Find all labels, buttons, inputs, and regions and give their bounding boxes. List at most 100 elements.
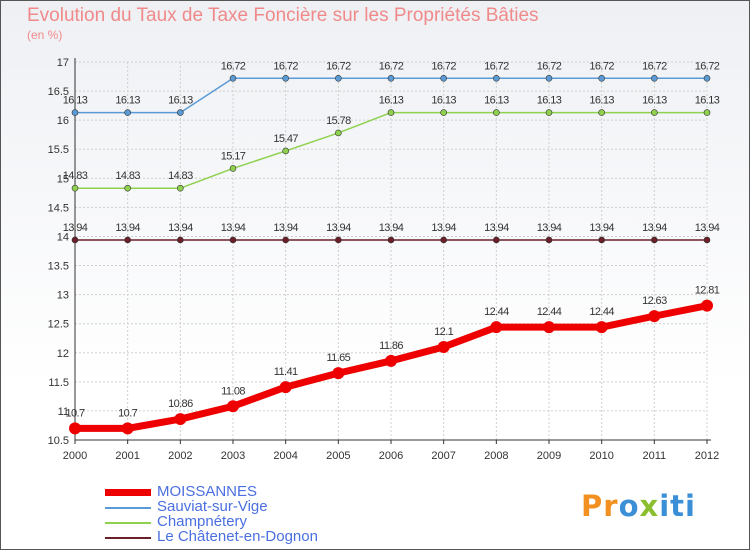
legend-swatch <box>105 522 151 524</box>
data-point <box>490 321 503 334</box>
data-point <box>121 422 134 435</box>
data-label: 16.13 <box>63 95 88 107</box>
data-label: 10.86 <box>168 398 193 410</box>
data-point <box>440 74 447 82</box>
data-label: 16.72 <box>273 60 298 72</box>
data-point <box>598 109 605 116</box>
x-tick-label: 2001 <box>115 450 139 462</box>
y-tick-label: 11 <box>58 406 69 418</box>
data-label: 16.72 <box>695 60 720 72</box>
data-label: 12.44 <box>589 306 614 318</box>
y-tick-label: 13.5 <box>48 261 69 273</box>
y-tick-label: 11.5 <box>48 377 69 389</box>
data-point <box>703 109 711 116</box>
data-point <box>335 236 342 244</box>
data-label: 14.83 <box>63 170 88 182</box>
data-label: 16.13 <box>589 95 614 107</box>
legend-label: MOISSANNES <box>157 483 258 500</box>
data-point <box>387 236 395 244</box>
data-label: 12.44 <box>484 306 509 318</box>
data-label: 16.13 <box>484 95 509 107</box>
data-point <box>543 321 555 334</box>
data-label: 16.72 <box>326 60 351 72</box>
data-label: 16.13 <box>379 95 404 107</box>
x-tick-label: 2008 <box>484 450 508 462</box>
data-label: 16.13 <box>168 95 193 107</box>
data-point <box>545 74 553 82</box>
y-tick-label: 10.5 <box>48 435 69 447</box>
data-point <box>282 236 289 244</box>
data-point <box>177 184 184 192</box>
x-tick-label: 2003 <box>221 450 245 462</box>
x-tick-label: 2006 <box>379 450 403 462</box>
data-label: 12.81 <box>695 285 720 297</box>
y-tick-label: 16.5 <box>48 86 69 98</box>
x-tick-label: 2005 <box>326 450 350 462</box>
data-point <box>124 184 131 192</box>
data-point <box>545 236 553 244</box>
data-point <box>703 236 711 244</box>
data-label: 15.17 <box>221 150 246 162</box>
data-point <box>174 413 187 426</box>
y-tick-label: 14 <box>57 231 69 243</box>
data-point <box>598 74 605 82</box>
data-point <box>229 165 237 172</box>
legend-label: Champnétery <box>157 513 248 530</box>
data-point <box>595 321 608 334</box>
x-tick-label: 2000 <box>63 450 87 462</box>
data-label: 16.13 <box>695 95 720 107</box>
data-point <box>282 147 289 155</box>
data-point <box>71 236 79 244</box>
data-label: 13.94 <box>379 222 404 234</box>
y-tick-label: 15.5 <box>48 144 69 156</box>
proxiti-logo: Proxiti <box>581 489 696 523</box>
x-tick-label: 2004 <box>273 450 297 462</box>
data-point <box>385 354 397 367</box>
data-point <box>335 74 342 82</box>
data-label: 13.94 <box>537 222 562 234</box>
y-tick-label: 17 <box>57 57 69 69</box>
data-point <box>177 109 184 116</box>
data-label: 16.72 <box>431 60 456 72</box>
data-label: 12.63 <box>642 295 667 307</box>
data-label: 14.83 <box>115 170 140 182</box>
legend-swatch <box>105 537 151 539</box>
data-label: 16.13 <box>537 95 562 107</box>
x-tick-label: 2009 <box>537 450 561 462</box>
data-point <box>651 74 658 82</box>
x-tick-label: 2011 <box>643 450 667 462</box>
data-point <box>229 74 237 82</box>
data-point <box>493 109 500 116</box>
data-label: 16.72 <box>484 60 509 72</box>
data-point <box>493 236 500 244</box>
data-point <box>545 109 553 116</box>
chart-title: Evolution du Taux de Taxe Foncière sur l… <box>27 5 539 26</box>
data-point <box>229 236 237 244</box>
data-label: 15.47 <box>273 133 298 145</box>
data-label: 16.72 <box>221 60 246 72</box>
data-point <box>282 74 289 82</box>
data-label: 13.94 <box>115 222 140 234</box>
y-tick-label: 13 <box>57 290 69 302</box>
data-label: 16.13 <box>642 95 667 107</box>
legend-label: Sauviat-sur-Vige <box>157 498 268 515</box>
data-label: 10.7 <box>65 407 84 419</box>
x-tick-label: 2012 <box>695 450 719 462</box>
data-label: 13.94 <box>642 222 667 234</box>
data-label: 14.83 <box>168 170 193 182</box>
data-label: 16.72 <box>642 60 667 72</box>
data-label: 13.94 <box>695 222 720 234</box>
data-label: 11.41 <box>274 366 298 378</box>
y-tick-label: 15 <box>57 173 69 185</box>
data-label: 10.7 <box>118 407 137 419</box>
data-point <box>440 236 447 244</box>
y-tick-label: 12.5 <box>48 319 69 331</box>
data-label: 11.86 <box>379 340 403 352</box>
data-point <box>227 400 239 413</box>
data-point <box>651 109 658 116</box>
legend-swatch <box>105 489 151 496</box>
data-label: 11.08 <box>221 385 245 397</box>
data-label: 16.72 <box>589 60 614 72</box>
